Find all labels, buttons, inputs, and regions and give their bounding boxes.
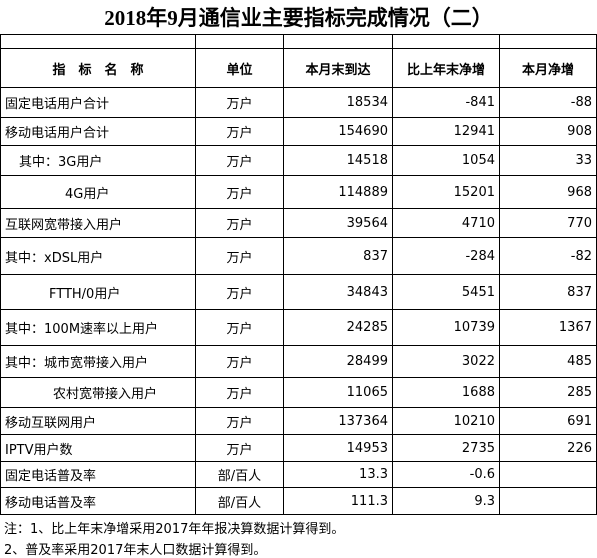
- value-cell: 4710: [393, 209, 500, 238]
- unit-cell: 万户: [196, 238, 284, 275]
- row-label: 其中：xDSL用户: [0, 238, 196, 275]
- row-label: 其中：3G用户: [0, 146, 196, 176]
- header-cell: 单位: [196, 49, 284, 88]
- title: 2018年9月通信业主要指标完成情况（二）: [104, 6, 493, 30]
- unit-cell: 部/百人: [196, 488, 284, 515]
- unit-cell: 部/百人: [196, 462, 284, 488]
- value-cell: 1367: [500, 310, 597, 346]
- value-cell: [500, 488, 597, 515]
- note: 2、普及率采用2017年末人口数据计算得到。: [4, 543, 267, 558]
- value-cell: 11065: [284, 378, 393, 408]
- value-cell: -841: [393, 88, 500, 118]
- unit-cell: 万户: [196, 275, 284, 310]
- value-cell: -0.6: [393, 462, 500, 488]
- row-label: 移动电话用户合计: [0, 118, 196, 146]
- value-cell: 2735: [393, 435, 500, 462]
- value-cell: -82: [500, 238, 597, 275]
- row-label: 固定电话普及率: [0, 462, 196, 488]
- header-cell: 比上年末净增: [393, 49, 500, 88]
- value-cell: 10739: [393, 310, 500, 346]
- row-label: 固定电话用户合计: [0, 88, 196, 118]
- value-cell: 837: [500, 275, 597, 310]
- value-cell: 285: [500, 378, 597, 408]
- value-cell: 5451: [393, 275, 500, 310]
- value-cell: 39564: [284, 209, 393, 238]
- blank-cell: [393, 34, 500, 49]
- value-cell: 770: [500, 209, 597, 238]
- row-label: 互联网宽带接入用户: [0, 209, 196, 238]
- unit-cell: 万户: [196, 378, 284, 408]
- value-cell: -88: [500, 88, 597, 118]
- blank-cell: [500, 34, 597, 49]
- value-cell: 12941: [393, 118, 500, 146]
- unit-cell: 万户: [196, 346, 284, 378]
- value-cell: 968: [500, 176, 597, 209]
- value-cell: 154690: [284, 118, 393, 146]
- value-cell: -284: [393, 238, 500, 275]
- blank-cell: [196, 34, 284, 49]
- unit-cell: 万户: [196, 118, 284, 146]
- value-cell: 1688: [393, 378, 500, 408]
- unit-cell: 万户: [196, 146, 284, 176]
- unit-cell: 万户: [196, 408, 284, 435]
- row-label: 4G用户: [0, 176, 196, 209]
- value-cell: 28499: [284, 346, 393, 378]
- value-cell: 226: [500, 435, 597, 462]
- row-label: IPTV用户数: [0, 435, 196, 462]
- value-cell: [500, 462, 597, 488]
- blank-cell: [284, 34, 393, 49]
- value-cell: 15201: [393, 176, 500, 209]
- unit-cell: 万户: [196, 88, 284, 118]
- value-cell: 485: [500, 346, 597, 378]
- note: 注：1、比上年末净增采用2017年年报决算数据计算得到。: [4, 522, 345, 537]
- value-cell: 9.3: [393, 488, 500, 515]
- value-cell: 10210: [393, 408, 500, 435]
- unit-cell: 万户: [196, 435, 284, 462]
- unit-cell: 万户: [196, 209, 284, 238]
- header-cell: 本月净增: [500, 49, 597, 88]
- value-cell: 33: [500, 146, 597, 176]
- value-cell: 24285: [284, 310, 393, 346]
- value-cell: 111.3: [284, 488, 393, 515]
- blank-cell: [0, 34, 196, 49]
- header-cell: 指 标 名 称: [0, 49, 196, 88]
- value-cell: 18534: [284, 88, 393, 118]
- row-label: 农村宽带接入用户: [0, 378, 196, 408]
- row-label: FTTH/0用户: [0, 275, 196, 310]
- value-cell: 1054: [393, 146, 500, 176]
- unit-cell: 万户: [196, 310, 284, 346]
- row-label: 其中：城市宽带接入用户: [0, 346, 196, 378]
- value-cell: 137364: [284, 408, 393, 435]
- value-cell: 908: [500, 118, 597, 146]
- row-label: 其中：100M速率以上用户: [0, 310, 196, 346]
- value-cell: 13.3: [284, 462, 393, 488]
- value-cell: 691: [500, 408, 597, 435]
- value-cell: 114889: [284, 176, 393, 209]
- value-cell: 3022: [393, 346, 500, 378]
- value-cell: 837: [284, 238, 393, 275]
- row-label: 移动互联网用户: [0, 408, 196, 435]
- unit-cell: 万户: [196, 176, 284, 209]
- value-cell: 14518: [284, 146, 393, 176]
- row-label: 移动电话普及率: [0, 488, 196, 515]
- value-cell: 34843: [284, 275, 393, 310]
- value-cell: 14953: [284, 435, 393, 462]
- header-cell: 本月末到达: [284, 49, 393, 88]
